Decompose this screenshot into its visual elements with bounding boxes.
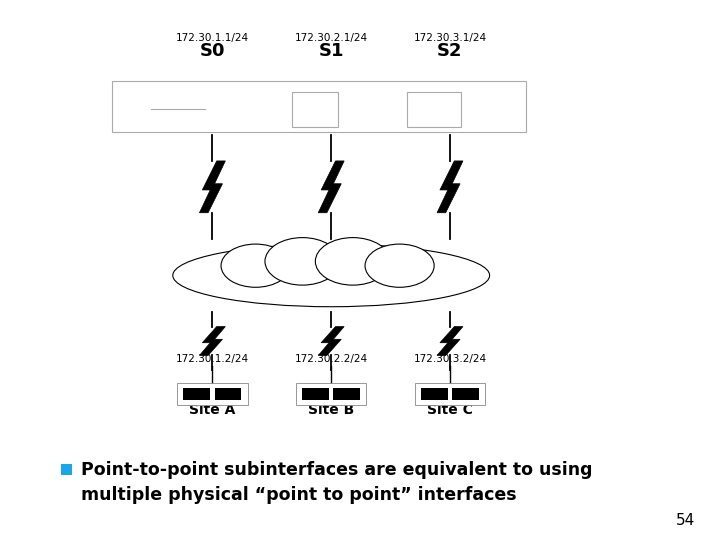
Text: Site C: Site C — [427, 403, 473, 417]
Bar — [407, 92, 461, 127]
Text: multiple physical “point to point” interfaces: multiple physical “point to point” inter… — [81, 486, 516, 504]
Ellipse shape — [221, 244, 290, 287]
Text: S1: S1 — [318, 42, 344, 60]
Text: 172.30.3.2/24: 172.30.3.2/24 — [413, 354, 487, 364]
Text: 172.30.1.2/24: 172.30.1.2/24 — [176, 354, 249, 364]
Polygon shape — [199, 327, 225, 355]
Ellipse shape — [365, 244, 434, 287]
Text: Point-to-point subinterfaces are equivalent to using: Point-to-point subinterfaces are equival… — [81, 461, 592, 480]
Bar — [177, 383, 248, 405]
Polygon shape — [199, 161, 225, 213]
Bar — [215, 388, 241, 401]
Text: Site B: Site B — [308, 403, 354, 417]
Bar — [421, 388, 448, 401]
Bar — [61, 464, 72, 475]
Bar — [112, 81, 526, 132]
Text: 172.30.1.1/24: 172.30.1.1/24 — [176, 33, 249, 43]
Polygon shape — [318, 327, 344, 355]
Bar — [296, 383, 366, 405]
Bar — [302, 388, 329, 401]
Bar — [184, 388, 210, 401]
Bar — [415, 383, 485, 405]
Ellipse shape — [173, 244, 490, 307]
Bar — [292, 92, 338, 127]
Ellipse shape — [315, 238, 390, 285]
Text: S0: S0 — [199, 42, 225, 60]
Text: 172.30.2.1/24: 172.30.2.1/24 — [294, 33, 368, 43]
Polygon shape — [437, 327, 463, 355]
Text: 54: 54 — [675, 513, 695, 528]
Polygon shape — [437, 161, 463, 213]
Bar — [452, 388, 479, 401]
Polygon shape — [318, 161, 344, 213]
Text: 172.30.2.2/24: 172.30.2.2/24 — [294, 354, 368, 364]
Ellipse shape — [265, 238, 340, 285]
Text: 172.30.3.1/24: 172.30.3.1/24 — [413, 33, 487, 43]
Text: Site A: Site A — [189, 403, 235, 417]
Bar — [333, 388, 360, 401]
Text: S2: S2 — [437, 42, 463, 60]
